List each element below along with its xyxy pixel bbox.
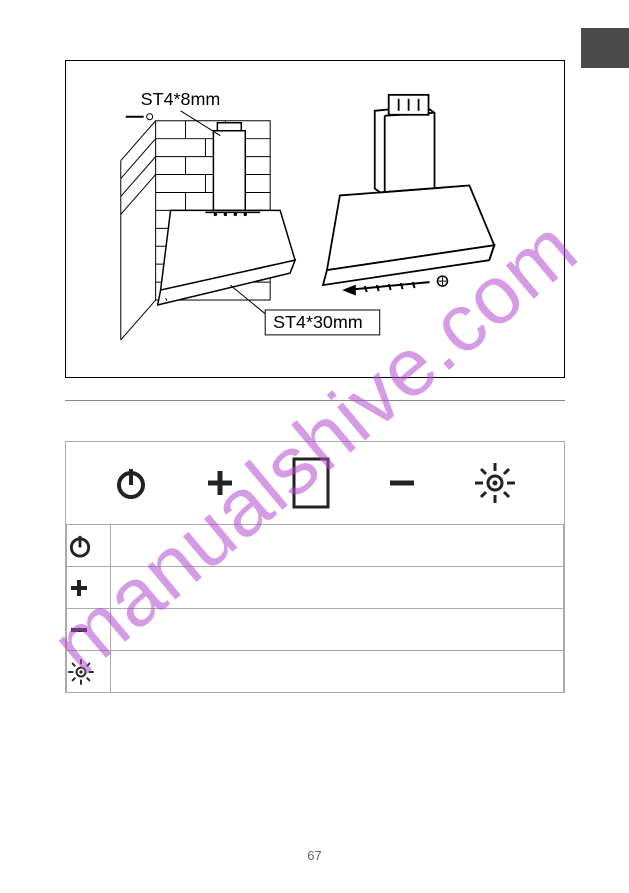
row-power-icon	[67, 525, 111, 567]
page-number: 67	[0, 848, 629, 863]
control-panel-figure	[65, 441, 565, 693]
table-row	[67, 567, 564, 609]
installation-diagram: ST4*8mm	[66, 61, 564, 378]
row-plus-icon	[67, 567, 111, 609]
table-row	[67, 525, 564, 567]
row-light-icon	[67, 651, 111, 693]
page-content: ST4*8mm	[65, 60, 565, 693]
screw-label-top: ST4*8mm	[141, 89, 221, 109]
table-row	[67, 651, 564, 693]
row-plus-desc	[111, 567, 564, 609]
row-power-desc	[111, 525, 564, 567]
display-icon	[291, 456, 331, 510]
row-minus-desc	[111, 609, 564, 651]
row-minus-icon	[67, 609, 111, 651]
light-icon	[473, 461, 517, 505]
control-description-table	[66, 524, 564, 693]
installation-diagram-box: ST4*8mm	[65, 60, 565, 378]
section-divider	[65, 400, 565, 401]
page-side-tab	[581, 28, 629, 68]
table-row	[67, 609, 564, 651]
power-icon	[113, 465, 149, 501]
row-light-desc	[111, 651, 564, 693]
plus-icon	[202, 465, 238, 501]
minus-icon	[384, 465, 420, 501]
screw-label-bottom: ST4*30mm	[273, 312, 363, 332]
